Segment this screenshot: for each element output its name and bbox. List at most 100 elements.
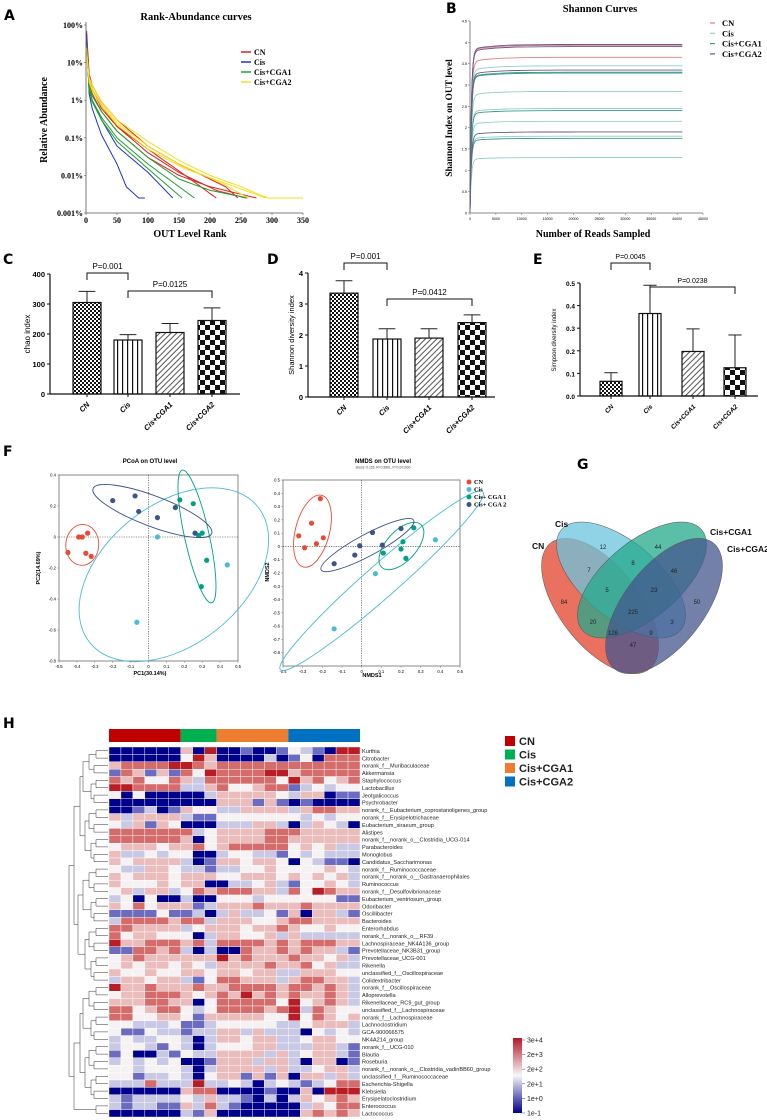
significance-bracket [127, 290, 213, 298]
bar [155, 331, 185, 395]
heatmap-cell [144, 1094, 158, 1103]
heatmap-cell [168, 1079, 181, 1088]
heatmap-cell [311, 865, 325, 874]
legend-label: Cis+CGA1 [254, 68, 291, 77]
row-label: Alloprevotella [362, 993, 396, 999]
heatmap-cell [276, 806, 289, 814]
heatmap-cell [240, 968, 253, 977]
heatmap-cell [276, 843, 289, 851]
panel-label-h: H [3, 716, 15, 732]
colorbar-label: 2e+1 [527, 1081, 543, 1088]
heatmap-cell [180, 1101, 193, 1110]
heatmap-cell [240, 850, 253, 859]
heatmap-cell [311, 1087, 325, 1096]
data-point [331, 626, 337, 632]
heatmap-cell [300, 1050, 313, 1059]
heatmap-cell [192, 939, 205, 948]
y-tick-label: 3 [299, 300, 303, 309]
heatmap-cell [264, 1057, 277, 1066]
heatmap-cell [240, 887, 253, 896]
heatmap-cell [144, 872, 158, 881]
heatmap-cell [288, 1101, 301, 1110]
heatmap-cell [108, 909, 122, 918]
significance-bracket [649, 286, 736, 294]
heatmap-cell [216, 1005, 229, 1014]
heatmap-cell [288, 746, 301, 755]
heatmap-cell [216, 887, 229, 896]
heatmap-cell [300, 835, 313, 844]
heatmap-cell [276, 820, 289, 829]
heatmap-cell [240, 754, 253, 763]
heatmap-cell [240, 872, 253, 881]
shannon-index-bar-chart: Shannon diversity index 0 1 2 3 4 CN Cis Cis+CG… [287, 252, 495, 435]
heatmap-cell [347, 976, 361, 985]
heatmap-cell [156, 1101, 169, 1110]
heatmap-cell [144, 769, 158, 777]
heatmap-cell [192, 1013, 205, 1022]
heatmap-cell [180, 1013, 193, 1022]
y-tick-label: 0.1% [65, 134, 83, 143]
data-point [85, 530, 91, 536]
heatmap-cell [300, 754, 313, 763]
heatmap-cell [228, 1057, 241, 1066]
heatmap-cell [264, 968, 277, 977]
heatmap-cell [108, 1057, 122, 1066]
heatmap-cell [192, 754, 205, 763]
heatmap-cell [240, 828, 253, 837]
heatmap-cell [288, 983, 301, 992]
shannon-curve [469, 90, 683, 214]
heatmap-cell [264, 769, 277, 777]
heatmap-cell [240, 776, 253, 785]
heatmap-cell [228, 1072, 241, 1081]
heatmap-cell [276, 954, 289, 962]
heatmap-cell [204, 909, 217, 918]
heatmap-cell [252, 813, 265, 822]
heatmap-cell [108, 1035, 122, 1044]
heatmap-cell [204, 1087, 217, 1096]
heatmap-cell [168, 746, 181, 755]
heatmap-cell [264, 1020, 277, 1029]
row-label: norank_f__norank_o__Gastranaerophilales [362, 875, 470, 881]
heatmap-cell [216, 968, 229, 977]
heatmap-cell [216, 754, 229, 763]
heatmap-cell [108, 931, 122, 940]
heatmap-cell [228, 961, 241, 970]
heatmap-cell [108, 968, 122, 977]
heatmap-cell [323, 909, 337, 918]
heatmap-cell [132, 1087, 146, 1096]
heatmap-cell [132, 894, 146, 903]
heatmap-cell [323, 894, 337, 903]
y-tick-label: -0.6 [273, 624, 281, 629]
heatmap-cell [323, 954, 337, 962]
heatmap-cell [132, 924, 146, 933]
heatmap-cell [144, 746, 158, 755]
heatmap-cell [168, 1109, 181, 1118]
heatmap-cell [252, 769, 265, 777]
heatmap-cell [120, 961, 134, 970]
heatmap-cell [216, 1101, 229, 1110]
heatmap-cell [144, 813, 158, 822]
heatmap-cell [156, 746, 169, 755]
heatmap-cell [323, 961, 337, 970]
heatmap-cell [120, 820, 134, 829]
y-tick-label: 1% [71, 96, 83, 105]
heatmap-cell [252, 961, 265, 970]
heatmap-cell [108, 954, 122, 962]
heatmap-cell [132, 1064, 146, 1073]
heatmap-cell [216, 939, 229, 948]
heatmap-cell [300, 828, 313, 837]
heatmap-cell [300, 909, 313, 918]
heatmap-cell [156, 857, 169, 866]
heatmap-cell [144, 1109, 158, 1118]
rank-abundance-curve [86, 30, 239, 199]
heatmap-cell [216, 761, 229, 770]
data-point [308, 520, 315, 526]
x-tick-label: 0.1 [163, 664, 169, 669]
significance-bracket [343, 262, 388, 270]
heatmap-cell [252, 946, 265, 955]
heatmap-cell [108, 857, 122, 866]
heatmap-cell [132, 1020, 146, 1029]
heatmap-cell [240, 1042, 253, 1051]
heatmap-cell [216, 894, 229, 903]
x-tick-label: 0.2 [181, 664, 187, 669]
